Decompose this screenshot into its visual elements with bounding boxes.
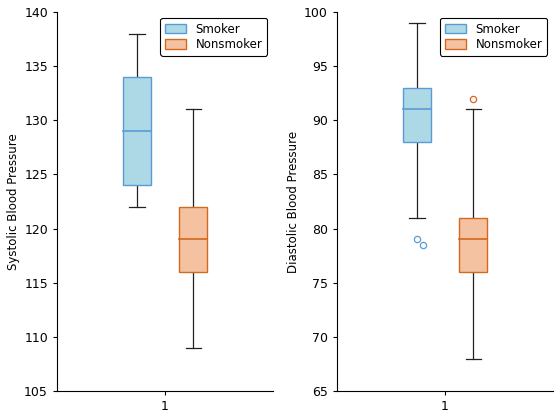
Y-axis label: Diastolic Blood Pressure: Diastolic Blood Pressure [287,131,300,273]
Y-axis label: Systolic Blood Pressure: Systolic Blood Pressure [7,133,20,270]
Legend: Smoker, Nonsmoker: Smoker, Nonsmoker [160,18,267,56]
Bar [179,207,207,272]
Bar [123,77,151,185]
Legend: Smoker, Nonsmoker: Smoker, Nonsmoker [440,18,547,56]
Bar [459,218,487,272]
Bar [403,88,431,142]
